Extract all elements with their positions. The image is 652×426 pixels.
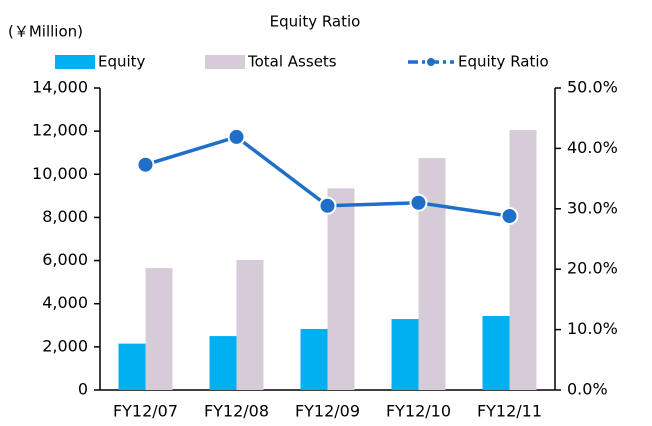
x-tick-label: FY12/11 [477,402,542,421]
line-marker [136,155,155,174]
y-axis-unit: (￥Million) [8,23,83,41]
x-tick-label: FY12/07 [113,402,178,421]
bar [300,328,328,390]
legend-label: Total Assets [247,53,337,71]
y2-tick-label: 20.0% [567,259,618,278]
legend-label: Equity [98,53,146,71]
y-tick-label: 4,000 [42,293,88,312]
y-tick-label: 2,000 [42,336,88,355]
legend-swatch [55,55,95,69]
y-tick-label: 0 [78,380,88,399]
y2-tick-label: 30.0% [567,198,618,217]
y2-tick-label: 50.0% [567,78,618,97]
legend-label: Equity Ratio [458,53,549,71]
chart-title: Equity Ratio [270,13,361,31]
x-tick-label: FY12/09 [295,402,360,421]
y-tick-label: 10,000 [32,164,88,183]
y-tick-label: 8,000 [42,207,88,226]
line-marker [227,127,246,146]
bar [209,336,237,390]
y2-tick-label: 10.0% [567,319,618,338]
bar [236,259,264,390]
bar [118,343,146,390]
line-marker [318,196,337,215]
bar [327,188,355,390]
legend-swatch [205,55,245,69]
y-tick-label: 12,000 [32,121,88,140]
line-marker [409,193,428,212]
x-tick-label: FY12/10 [386,402,451,421]
bar [418,158,446,390]
y-tick-label: 6,000 [42,250,88,269]
line-marker [500,207,519,226]
bar [145,268,173,390]
x-tick-label: FY12/08 [204,402,269,421]
y-tick-label: 14,000 [32,78,88,97]
bar [391,319,419,390]
y2-tick-label: 40.0% [567,138,618,157]
bar [482,316,510,390]
bar [509,130,537,391]
y2-tick-label: 0.0% [567,380,608,399]
legend-marker [427,58,435,66]
